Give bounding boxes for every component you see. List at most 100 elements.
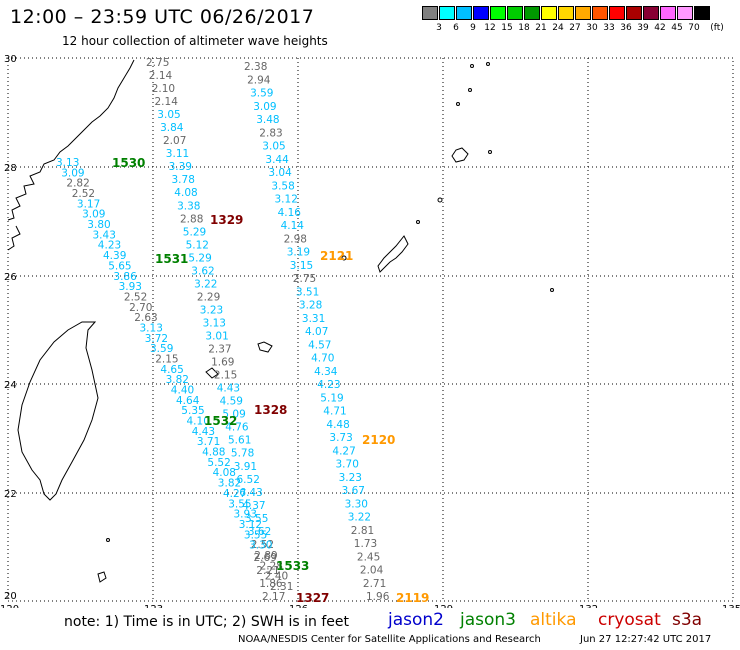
- wave-height-value: 5.29: [183, 226, 206, 238]
- colorbar-label: 21: [535, 23, 547, 33]
- pass-time-label: 1531: [155, 252, 188, 266]
- colorbar-label: 33: [603, 23, 615, 33]
- wave-height-value: 3.48: [256, 114, 279, 126]
- map-frame: [7, 57, 734, 602]
- wave-height-value: 3.38: [177, 200, 200, 212]
- wave-height-value: 4.43: [192, 426, 215, 438]
- lon-tick-label: 126: [289, 604, 308, 608]
- wave-height-value: 3.22: [194, 278, 217, 290]
- wave-height-value: 5.78: [231, 448, 254, 460]
- wave-height-value: 3.82: [166, 374, 189, 386]
- wave-height-value: 2.28: [260, 560, 283, 572]
- colorbar-label: 18: [518, 23, 530, 33]
- lat-tick-label: 24: [4, 380, 17, 391]
- wave-height-value: 4.57: [308, 339, 331, 351]
- wave-height-value: 4.59: [220, 396, 243, 408]
- wave-height-value: 3.93: [119, 281, 142, 293]
- wave-height-value: 2.52: [72, 188, 95, 200]
- wave-height-value: 6.43: [239, 487, 262, 499]
- colorbar-label: 42: [654, 23, 666, 33]
- wave-height-value: 3.09: [61, 167, 84, 179]
- pass-time-label: 2119: [396, 591, 429, 605]
- wave-height-value: 2.10: [152, 83, 175, 95]
- small-island: [456, 102, 460, 106]
- lon-tick-label: 135: [722, 604, 740, 608]
- wave-height-value: 5.09: [222, 409, 245, 421]
- wave-height-value: 3.71: [197, 436, 220, 448]
- colorbar-swatch: [643, 6, 659, 20]
- pass-time-label: 1530: [112, 156, 145, 170]
- wave-height-value: 3.22: [348, 512, 371, 524]
- wave-height-value: 2.82: [66, 178, 89, 190]
- wave-height-value: 3.05: [157, 109, 180, 121]
- colorbar-swatch: [456, 6, 472, 20]
- wave-height-value: 6.52: [237, 474, 260, 486]
- wave-height-value: 4.39: [103, 250, 126, 262]
- pass-time-label: 2120: [362, 433, 395, 447]
- lat-tick-label: 30: [4, 54, 17, 65]
- wave-height-value: 3.59: [150, 343, 173, 355]
- wave-height-value: 3.19: [287, 247, 310, 259]
- colorbar-label: 36: [620, 23, 632, 33]
- small-island: [468, 88, 472, 92]
- okinawa-island: [377, 235, 409, 273]
- pass-time-label: 1328: [254, 403, 287, 417]
- wave-height-value: 5.19: [320, 392, 343, 404]
- wave-height-value: 5.61: [228, 435, 251, 447]
- wave-height-value: 3.04: [268, 167, 292, 179]
- wave-height-value: 4.43: [217, 383, 240, 395]
- wave-height-value: 2.14: [149, 70, 173, 82]
- wave-height-value: 3.44: [265, 154, 289, 166]
- track-values: 2.752.142.102.143.053.842.073.113.393.78…: [56, 57, 390, 603]
- wave-height-value: 2.89: [254, 550, 277, 562]
- lon-tick-label: 120: [0, 604, 19, 608]
- wave-height-value: 3.12: [275, 194, 298, 206]
- small-island: [437, 197, 443, 203]
- wave-height-value: 4.08: [213, 467, 236, 479]
- wave-height-value: 2.45: [357, 551, 380, 563]
- wave-height-value: 1.86: [259, 578, 283, 590]
- taiwan-coastline: [17, 321, 99, 501]
- map-grid: [8, 58, 733, 601]
- wave-height-value: 2.07: [163, 135, 186, 147]
- colorbar-swatch: [677, 6, 693, 20]
- wave-height-value: 2.40: [265, 571, 288, 583]
- colorbar-label: 45: [671, 23, 683, 33]
- wave-height-value: 3.80: [87, 219, 110, 231]
- colorbar-swatch: [541, 6, 557, 20]
- wave-height-value: 3.39: [169, 161, 192, 173]
- colorbar-swatch: [439, 6, 455, 20]
- colorbar-label: 39: [637, 23, 649, 33]
- wave-height-value: 3.78: [172, 174, 195, 186]
- wave-height-value: 2.83: [259, 127, 282, 139]
- wave-height-value: 3.70: [336, 459, 359, 471]
- wave-height-value: 3.73: [329, 432, 352, 444]
- wave-height-value: 2.15: [155, 354, 178, 366]
- lon-tick-label: 129: [434, 604, 453, 608]
- pass-time-label: 1327: [296, 591, 329, 605]
- page-subtitle: 12 hour collection of altimeter wave hei…: [62, 34, 328, 48]
- page-title: 12:00 – 23:59 UTC 06/26/2017: [10, 6, 315, 28]
- legend-jason2: jason2: [388, 610, 444, 630]
- wave-height-value: 3.31: [302, 313, 325, 325]
- colorbar-label: 24: [552, 23, 564, 33]
- wave-height-value: 3.09: [82, 209, 105, 221]
- small-island: [341, 255, 347, 261]
- wave-height-value: 3.11: [166, 148, 189, 160]
- wave-height-value: 3.86: [113, 271, 137, 283]
- wave-height-value: 2.29: [197, 291, 220, 303]
- footer-generated: Jun 27 12:27:42 UTC 2017: [580, 634, 712, 645]
- wave-height-value: 3.17: [77, 198, 100, 210]
- wave-height-value: 4.23: [317, 379, 340, 391]
- wave-height-value: 4.37: [242, 500, 265, 512]
- wave-height-value: 3.93: [234, 509, 257, 521]
- wave-height-value: 2.75: [293, 273, 316, 285]
- small-island: [486, 62, 490, 66]
- colorbar-label: 15: [501, 23, 513, 33]
- wave-height-value: 4.14: [281, 220, 305, 232]
- wave-height-value: 4.70: [311, 353, 334, 365]
- colorbar-swatch: [507, 6, 523, 20]
- coastlines: [7, 59, 554, 583]
- colorbar-swatch: [524, 6, 540, 20]
- colorbar-unit: (ft): [710, 23, 724, 33]
